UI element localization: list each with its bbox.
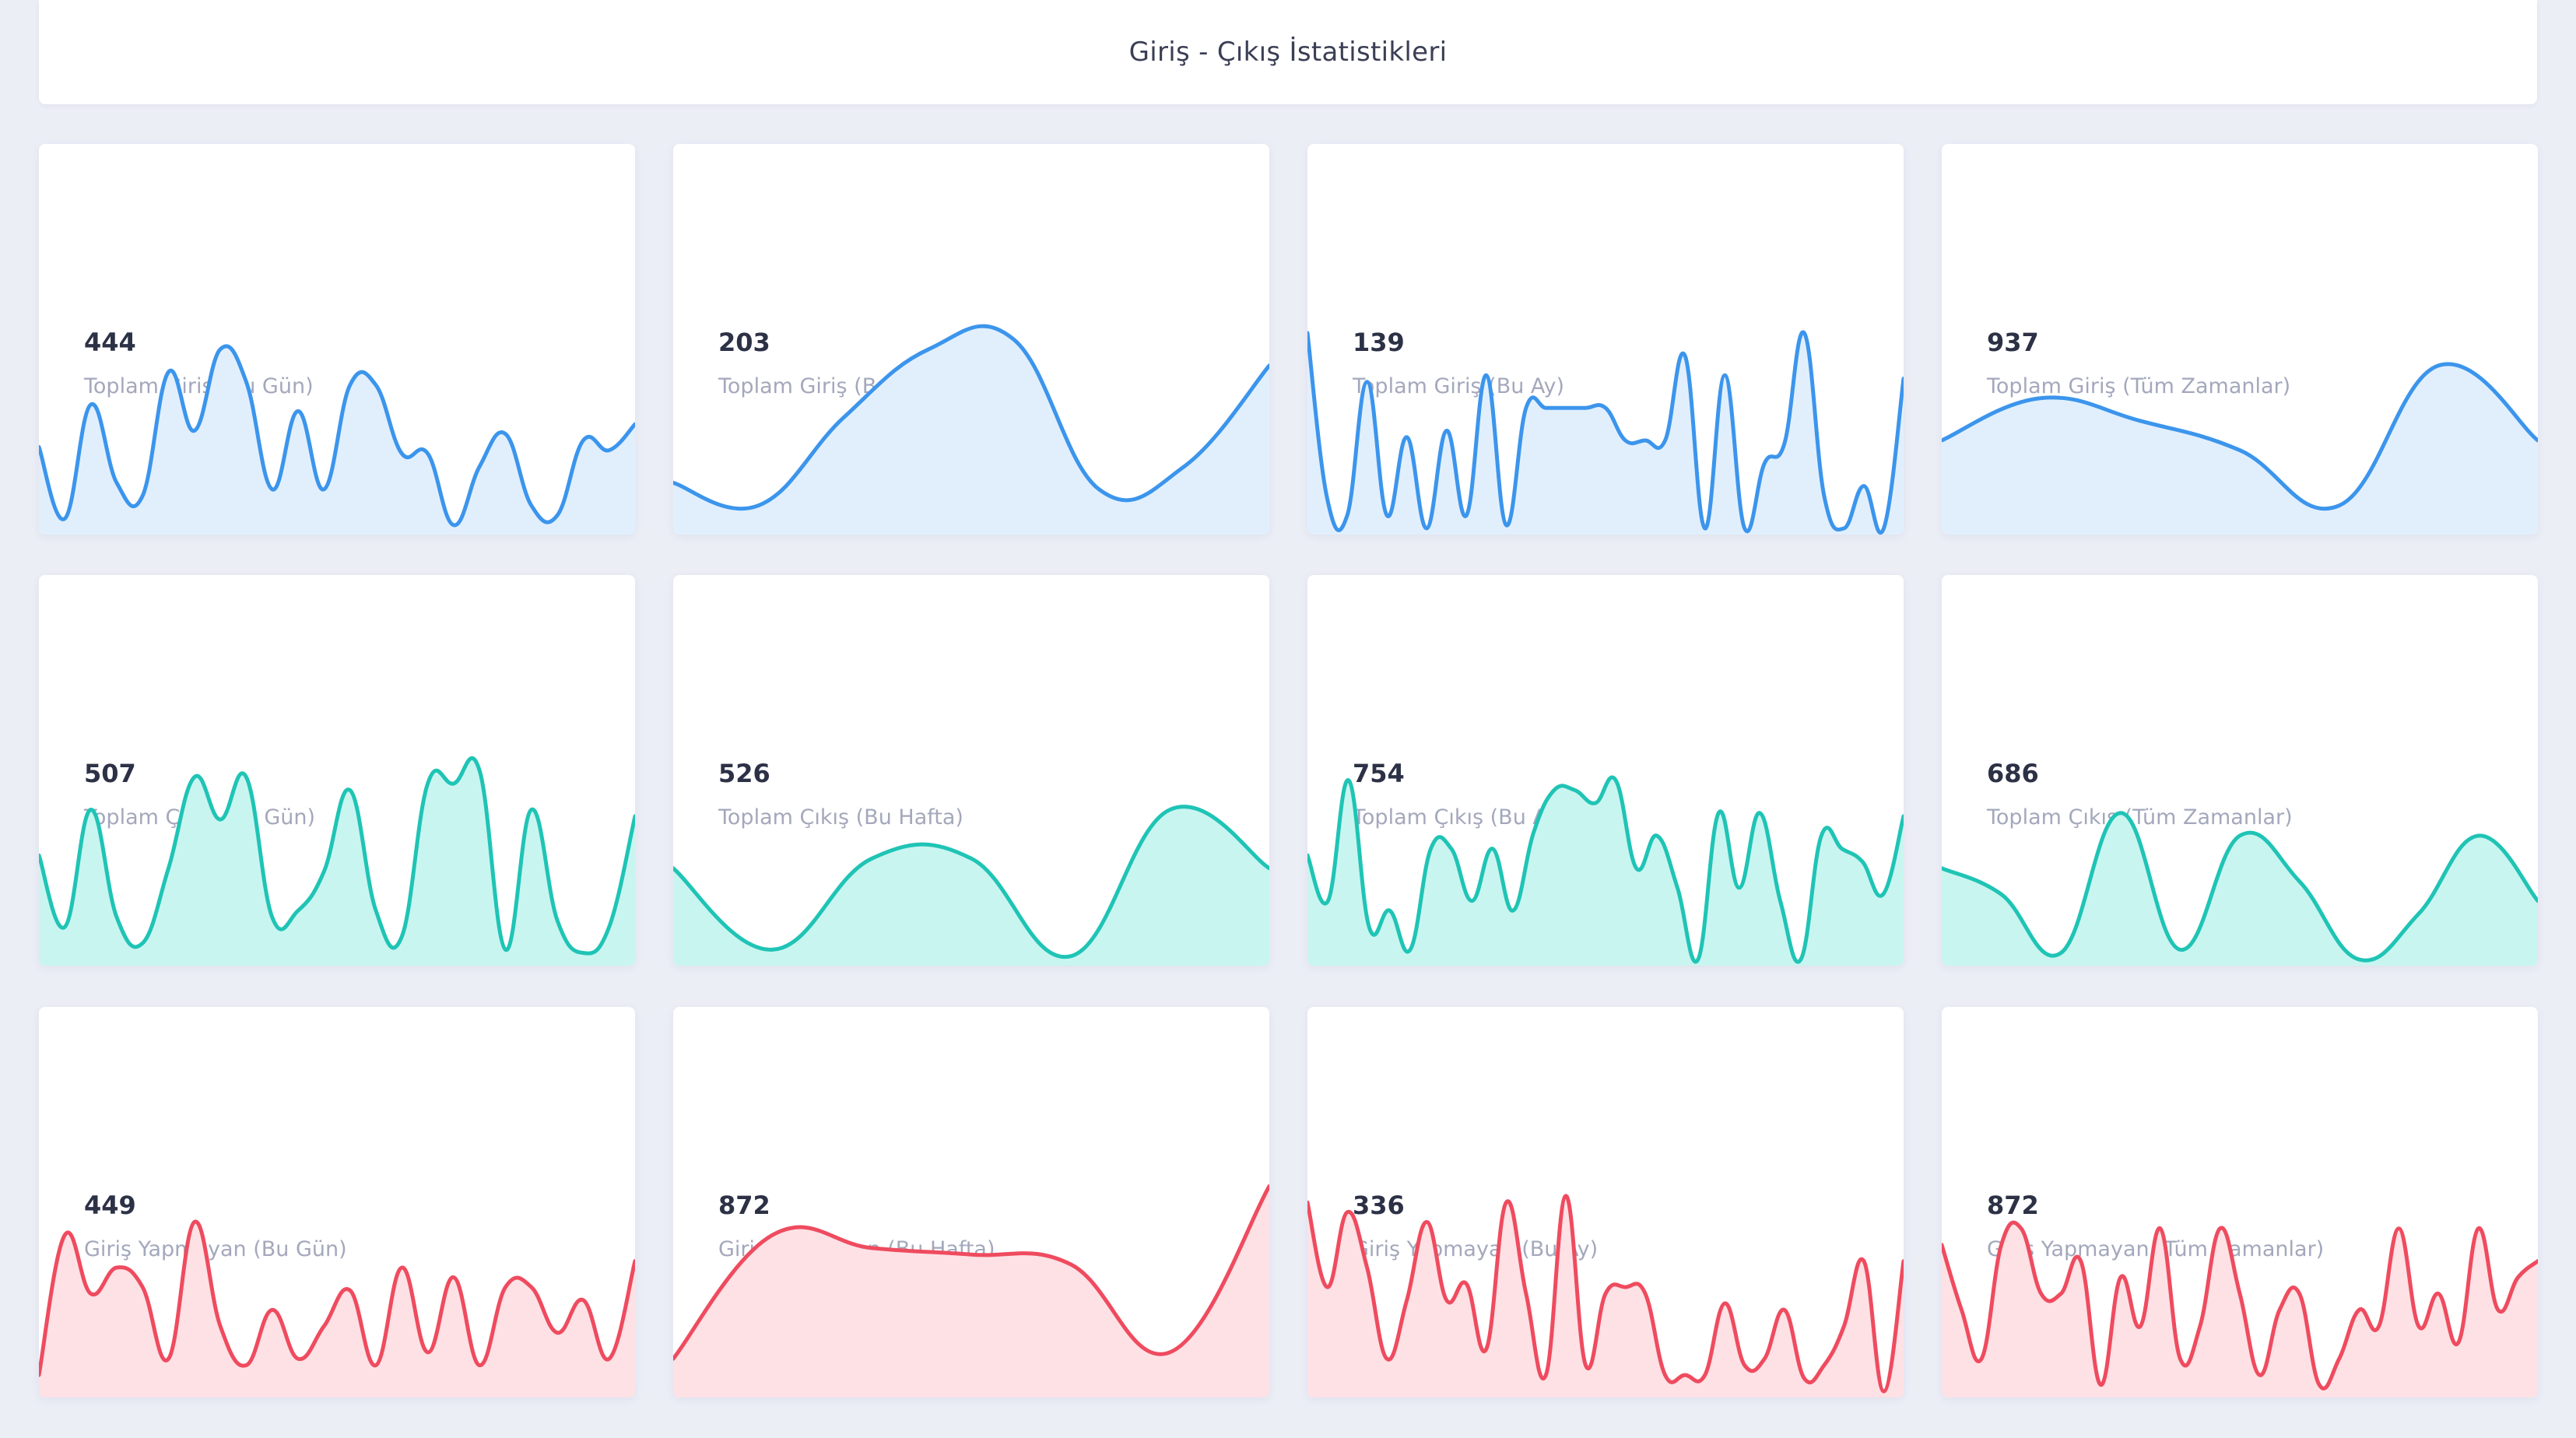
sparkline-chart [1307, 1194, 1904, 1398]
sparkline-area [39, 345, 635, 535]
sparkline-chart [1942, 1220, 2538, 1398]
sparkline-chart [39, 756, 635, 966]
stat-card-logout-week: 526 Toplam Çıkış (Bu Hafta) [673, 575, 1269, 966]
sparkline-chart [673, 805, 1269, 966]
stat-card-login-all-time: 937 Toplam Giriş (Tüm Zamanlar) [1942, 144, 2538, 535]
stat-card-logout-today: 507 Toplam Çıkış (Bu Gün) [39, 575, 635, 966]
stat-value: 526 [718, 759, 770, 788]
sparkline-line [673, 805, 1269, 959]
sparkline-line [1307, 1194, 1904, 1394]
sparkline-area [673, 806, 1269, 966]
sparkline-area [1942, 812, 2538, 966]
sparkline-line [673, 1184, 1269, 1361]
stat-card-login-today: 444 Toplam Giriş (Bu Gün) [39, 144, 635, 535]
stat-value: 449 [84, 1191, 136, 1220]
stat-card-logout-month: 754 Toplam Çıkış (Bu Ay) [1307, 575, 1904, 966]
sparkline-line [39, 1219, 635, 1377]
sparkline-chart [1942, 811, 2538, 966]
sparkline-line [673, 324, 1269, 511]
stat-label: Toplam Giriş (Bu Gün) [84, 374, 314, 398]
stat-card-not-logged-today: 449 Giriş Yapmayan (Bu Gün) [39, 1007, 635, 1398]
stat-card-not-logged-all-time: 872 Giriş Yapmayan (Tüm Zamanlar) [1942, 1007, 2538, 1398]
sparkline-area [1307, 331, 1904, 535]
sparkline-area [673, 326, 1269, 535]
stat-value: 872 [1987, 1191, 2039, 1220]
stat-value: 872 [718, 1191, 770, 1220]
stat-label: Toplam Giriş (Tüm Zamanlar) [1987, 374, 2291, 398]
stat-card-logout-all-time: 686 Toplam Çıkış (Tüm Zamanlar) [1942, 575, 2538, 966]
sparkline-line [39, 344, 635, 528]
stat-label: Giriş Yapmayan (Bu Gün) [84, 1237, 347, 1261]
stat-label: Toplam Çıkış (Bu Ay) [1353, 805, 1567, 829]
sparkline-line [1942, 362, 2538, 511]
sparkline-line [1942, 1220, 2538, 1391]
sparkline-area [673, 1186, 1269, 1398]
stat-value: 754 [1353, 759, 1405, 788]
page-header: Giriş - Çıkış İstatistikleri [39, 0, 2537, 104]
stat-card-not-logged-week: 872 Giriş Yapmayan (Bu Hafta) [673, 1007, 1269, 1398]
stat-label: Toplam Giriş (Bu Ay) [1353, 374, 1565, 398]
sparkline-chart [1307, 775, 1904, 966]
stat-value: 686 [1987, 759, 2039, 788]
page-title: Giriş - Çıkış İstatistikleri [1128, 37, 1448, 68]
stat-value: 336 [1353, 1191, 1405, 1220]
stat-value: 203 [718, 328, 770, 357]
stat-value: 444 [84, 328, 136, 357]
sparkline-chart [39, 344, 635, 535]
stat-value: 139 [1353, 328, 1405, 357]
sparkline-chart [39, 1219, 635, 1398]
stat-card-not-logged-month: 336 Giriş Yapmayan (Bu Ay) [1307, 1007, 1904, 1398]
sparkline-chart [673, 1184, 1269, 1398]
stat-card-login-month: 139 Toplam Giriş (Bu Ay) [1307, 144, 1904, 535]
sparkline-line [39, 756, 635, 956]
sparkline-chart [673, 324, 1269, 535]
sparkline-chart [1942, 362, 2538, 535]
sparkline-chart [1307, 330, 1904, 535]
stat-value: 937 [1987, 328, 2039, 357]
stat-value: 507 [84, 759, 136, 788]
stat-label: Toplam Çıkış (Bu Hafta) [718, 805, 963, 829]
sparkline-area [1942, 1222, 2538, 1398]
stat-card-login-week: 203 Toplam Giriş (Bu Hafta) [673, 144, 1269, 535]
sparkline-area [1942, 363, 2538, 535]
sparkline-line [1307, 775, 1904, 964]
sparkline-area [39, 1221, 635, 1398]
sparkline-line [1307, 330, 1904, 535]
sparkline-line [1942, 811, 2538, 963]
stat-label: Toplam Çıkış (Tüm Zamanlar) [1987, 805, 2293, 829]
